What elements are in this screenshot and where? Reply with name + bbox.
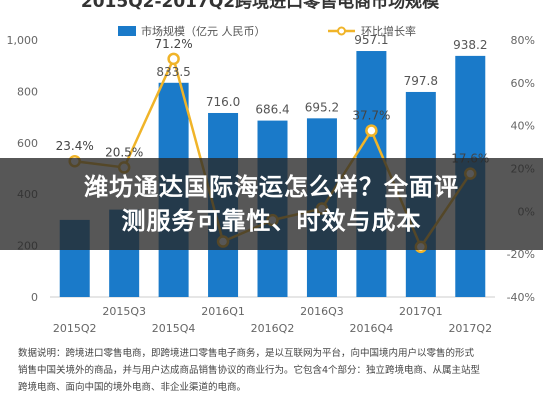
x-tick-label: 2016Q4 [350,322,394,335]
x-tick-label: 2016Q1 [201,305,245,318]
y-left-tick-label: 600 [17,137,38,150]
bar-value-label: 686.4 [255,103,289,117]
data-note-line-2: 销售中国关境外的商品，并与用户达成商品销售协议的商业行为。它包含4个部分：独立跨… [18,365,481,376]
y-right-tick-label: -20% [507,248,535,261]
growth-rate-point-2015q4 [167,52,180,66]
y-right-tick-label: 60% [511,77,535,90]
bar-value-label: 716.0 [206,95,240,109]
y-left-tick-label: 0 [31,291,38,304]
data-note-line-3: 跨境电商、面向中国的境外电商、非企业渠道的电商。 [18,382,247,393]
y-right-tick-label: 80% [511,34,535,47]
y-left-tick-label: 800 [17,85,38,98]
title-banner: 潍坊通达国际海运怎么样？全面评 测服务可靠性、时效与成本 [0,158,543,250]
growth-rate-label: 20.5% [105,145,143,159]
bar-value-label: 833.5 [156,65,190,79]
x-tick-label: 2015Q4 [152,322,196,335]
x-tick-label: 2017Q2 [448,322,492,335]
y-left-tick-label: 1,000 [7,34,39,47]
x-tick-label: 2016Q2 [251,322,295,335]
banner-title-line-2: 测服务可靠性、时效与成本 [121,207,422,235]
x-tick-label: 2015Q3 [102,305,146,318]
data-note-line-1: 数据说明：跨境进口零售电商，即跨境进口零售电子商务，是以互联网为平台，向中国境内… [18,348,475,359]
legend-bar-swatch [118,26,136,36]
growth-rate-label: 37.7% [352,109,390,123]
growth-rate-label: 23.4% [56,139,94,153]
x-tick-label: 2017Q1 [399,305,443,318]
x-tick-label: 2016Q3 [300,305,344,318]
bar-value-label: 695.2 [305,100,339,114]
legend-bar-label: 市场规模（亿元 人民币） [141,24,266,38]
bar-value-label: 938.2 [453,38,487,52]
x-tick-label: 2015Q2 [53,322,97,335]
bar-value-label: 797.8 [404,74,438,88]
chart-title: 2015Q2-2017Q2跨境进口零售电商市场规模 [81,0,440,12]
banner-title-line-1: 潍坊通达国际海运怎么样？全面评 [84,173,459,201]
legend-line-marker [337,26,346,36]
growth-rate-label: 71.2% [155,37,193,51]
y-right-tick-label: 40% [511,120,535,133]
legend-line-label: 环比增长率 [361,24,416,38]
data-note: 数据说明：跨境进口零售电商，即跨境进口零售电子商务，是以互联网为平台，向中国境内… [18,345,533,396]
bar-value-label: 957.1 [354,33,388,47]
y-right-tick-label: -40% [507,291,535,304]
growth-rate-point-2016q4 [365,124,378,137]
